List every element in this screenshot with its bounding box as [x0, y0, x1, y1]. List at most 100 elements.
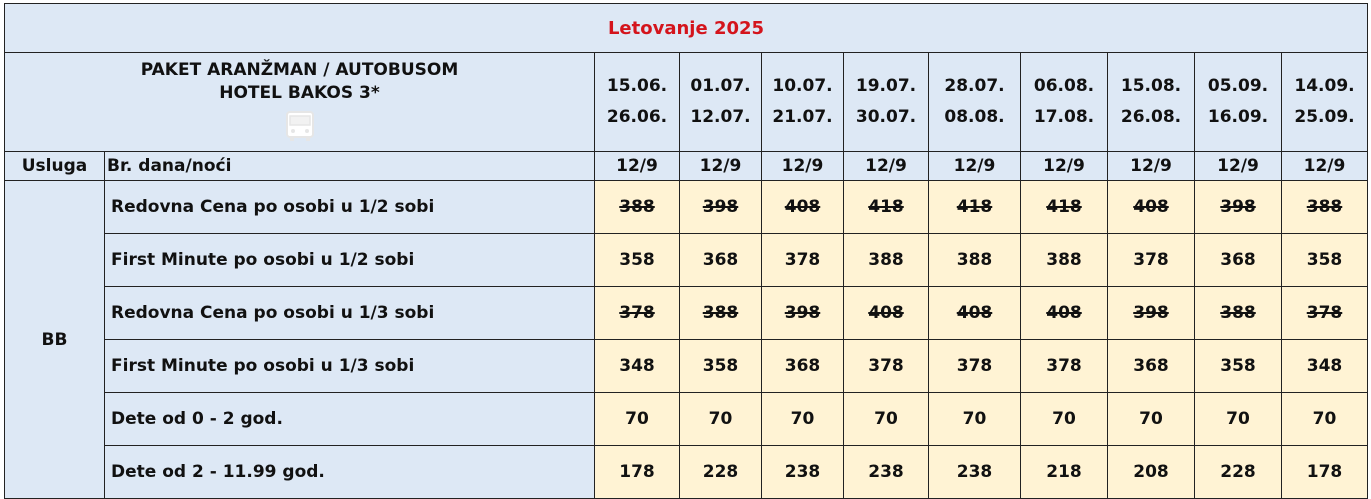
regular-price-cell: 418	[928, 180, 1021, 234]
price-cell: 388	[843, 233, 929, 287]
price-value: 408	[1046, 303, 1082, 323]
regular-price-cell: 418	[843, 180, 929, 234]
period-from: 14.09.	[1294, 76, 1355, 96]
price-value: 70	[962, 409, 987, 429]
price-value: 70	[1226, 409, 1250, 429]
package-line-2: HOTEL BAKOS 3*	[219, 83, 380, 103]
period-from: 15.08.	[1120, 76, 1182, 96]
price-value: 178	[619, 462, 655, 482]
table-row: First Minute po osobi u 1/3 sobi 348 358 36…	[5, 339, 1368, 393]
period-from: 19.07.	[855, 76, 917, 96]
service-cell: BB	[4, 180, 105, 499]
price-value: 70	[1139, 409, 1163, 429]
price-value: 238	[956, 462, 993, 482]
price-value: 208	[1133, 462, 1169, 482]
price-value: 388	[702, 303, 739, 323]
nights-cell: 12/9	[1281, 151, 1368, 181]
regular-price-cell: 388	[679, 286, 762, 340]
nights-cell: 12/9	[1107, 151, 1195, 181]
price-value: 408	[956, 303, 993, 323]
price-cell: 348	[594, 339, 680, 393]
package-line-1: PAKET ARANŽMAN / AUTOBUSOM	[140, 60, 459, 80]
price-cell: 70	[1281, 392, 1368, 446]
row-label: First Minute po osobi u 1/3 sobi	[104, 339, 595, 393]
price-value: 418	[1046, 197, 1082, 217]
period-header: 15.06. 26.06.	[594, 52, 680, 152]
price-value: 70	[874, 409, 898, 429]
price-cell: 388	[928, 233, 1021, 287]
price-value: 408	[784, 197, 821, 217]
period-header: 15.08. 26.08.	[1107, 52, 1195, 152]
price-value: 378	[1306, 303, 1343, 323]
price-value: 418	[956, 197, 993, 217]
price-cell: 358	[1194, 339, 1282, 393]
nights-cell: 12/9	[679, 151, 762, 181]
period-to: 08.08.	[944, 107, 1005, 127]
price-cell: 70	[843, 392, 929, 446]
price-cell: 70	[1107, 392, 1195, 446]
regular-price-cell: 378	[1281, 286, 1368, 340]
price-cell: 238	[928, 445, 1021, 499]
price-value: 368	[1220, 250, 1256, 270]
price-value: 348	[1306, 356, 1343, 376]
price-value: 378	[868, 356, 904, 376]
row-label: Redovna Cena po osobi u 1/3 sobi	[104, 286, 595, 340]
price-value: 70	[790, 409, 815, 429]
price-value: 238	[868, 462, 904, 482]
period-header: 19.07. 30.07.	[843, 52, 929, 152]
price-cell: 178	[594, 445, 680, 499]
price-cell: 378	[843, 339, 929, 393]
price-table: Letovanje 2025 PAKET ARANŽMAN / AUTOBUSO…	[4, 3, 1368, 499]
price-value: 388	[1220, 303, 1256, 323]
regular-price-cell: 418	[1020, 180, 1108, 234]
price-cell: 368	[1107, 339, 1195, 393]
price-cell: 218	[1020, 445, 1108, 499]
regular-price-cell: 388	[594, 180, 680, 234]
table-row: Redovna Cena po osobi u 1/3 sobi 378 388 39…	[5, 286, 1368, 340]
price-value: 358	[1220, 356, 1256, 376]
price-value: 238	[784, 462, 821, 482]
price-cell: 208	[1107, 445, 1195, 499]
price-value: 398	[784, 303, 821, 323]
price-value: 218	[1046, 462, 1082, 482]
service-header: Usluga	[4, 151, 105, 181]
period-from: 15.06.	[606, 76, 668, 96]
price-value: 388	[1046, 250, 1082, 270]
price-cell: 368	[679, 233, 762, 287]
period-from: 06.08.	[1033, 76, 1095, 96]
row-label: Dete od 2 - 11.99 god.	[104, 445, 595, 499]
regular-price-cell: 408	[761, 180, 844, 234]
price-cell: 358	[679, 339, 762, 393]
regular-price-cell: 398	[679, 180, 762, 234]
package-header: PAKET ARANŽMAN / AUTOBUSOM HOTEL BAKOS 3…	[4, 52, 595, 152]
row-label: Redovna Cena po osobi u 1/2 sobi	[104, 180, 595, 234]
price-cell: 378	[761, 233, 844, 287]
price-value: 70	[708, 409, 733, 429]
price-value: 358	[619, 250, 655, 270]
price-value: 388	[1306, 197, 1343, 217]
period-from: 05.09.	[1207, 76, 1269, 96]
regular-price-cell: 398	[1107, 286, 1195, 340]
nights-cell: 12/9	[594, 151, 680, 181]
period-to: 16.09.	[1207, 107, 1269, 127]
table-row: First Minute po osobi u 1/2 sobi 358 368 37…	[5, 233, 1368, 287]
price-value: 368	[702, 250, 739, 270]
period-header: 05.09. 16.09.	[1194, 52, 1282, 152]
price-cell: 70	[928, 392, 1021, 446]
row-label: First Minute po osobi u 1/2 sobi	[104, 233, 595, 287]
nights-cell: 12/9	[843, 151, 929, 181]
price-value: 418	[868, 197, 904, 217]
period-to: 26.06.	[606, 107, 668, 127]
price-cell: 378	[1020, 339, 1108, 393]
price-value: 398	[1133, 303, 1169, 323]
nights-cell: 12/9	[761, 151, 844, 181]
price-cell: 388	[1020, 233, 1108, 287]
price-cell: 358	[1281, 233, 1368, 287]
price-value: 348	[619, 356, 655, 376]
price-cell: 368	[1194, 233, 1282, 287]
period-to: 21.07.	[772, 107, 833, 127]
price-value: 388	[868, 250, 904, 270]
period-header: 10.07. 21.07.	[761, 52, 844, 152]
regular-price-cell: 398	[1194, 180, 1282, 234]
price-cell: 70	[761, 392, 844, 446]
